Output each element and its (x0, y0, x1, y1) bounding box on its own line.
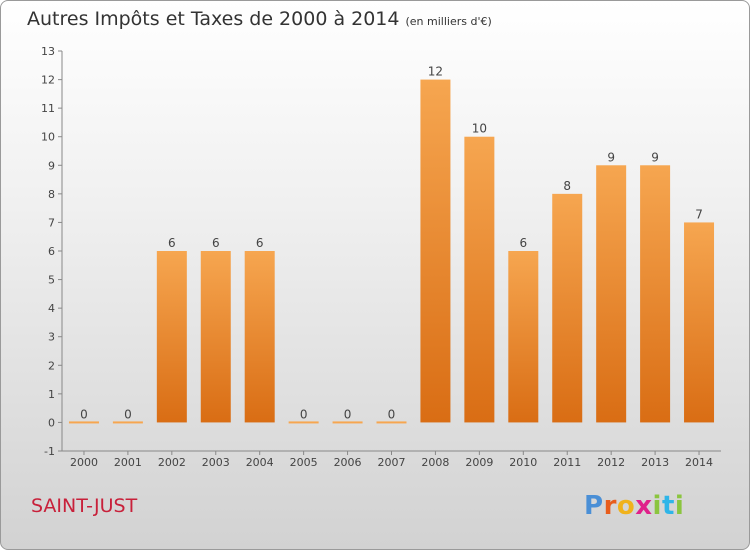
x-tick-label: 2001 (114, 456, 142, 469)
y-tick-label: 11 (41, 102, 55, 115)
bar-value-label: 7 (695, 207, 703, 221)
y-tick-label: 1 (48, 388, 55, 401)
bar (200, 251, 231, 423)
y-tick-label: 13 (41, 45, 55, 58)
x-tick-label: 2008 (421, 456, 449, 469)
bar (684, 222, 715, 423)
bar (332, 421, 363, 424)
bar (288, 421, 319, 424)
bar-value-label: 0 (300, 407, 308, 421)
bar (156, 251, 187, 423)
logo-letter: i (674, 491, 685, 521)
bar-value-label: 0 (80, 407, 88, 421)
x-tick-label: 2014 (685, 456, 713, 469)
y-tick-label: 12 (41, 74, 55, 87)
y-tick-label: -1 (44, 445, 55, 458)
bar (112, 421, 143, 424)
x-tick-label: 2009 (465, 456, 493, 469)
bar (596, 165, 627, 423)
x-tick-label: 2006 (334, 456, 362, 469)
bar (552, 193, 583, 423)
x-tick-label: 2003 (202, 456, 230, 469)
bar (68, 421, 99, 424)
y-tick-label: 3 (48, 331, 55, 344)
y-tick-label: 6 (48, 245, 55, 258)
x-tick-label: 2007 (378, 456, 406, 469)
x-tick-label: 2005 (290, 456, 318, 469)
bar (376, 421, 407, 424)
bar-value-label: 0 (388, 407, 396, 421)
bar-value-label: 6 (519, 236, 527, 250)
x-tick-label: 2004 (246, 456, 274, 469)
bar (640, 165, 671, 423)
x-tick-label: 2012 (597, 456, 625, 469)
y-tick-label: 0 (48, 416, 55, 429)
logo-letter: i (652, 491, 662, 521)
bar-value-label: 12 (428, 65, 443, 79)
y-tick-label: 10 (41, 131, 55, 144)
y-tick-label: 2 (48, 359, 55, 372)
chart-unit: (en milliers d'€) (405, 15, 492, 28)
bar (420, 79, 451, 423)
bar-value-label: 9 (651, 150, 659, 164)
x-tick-label: 2013 (641, 456, 669, 469)
proxiti-logo[interactable]: Proxiti (584, 491, 684, 521)
logo-letter: t (661, 491, 675, 521)
y-tick-label: 7 (48, 216, 55, 229)
bar (464, 136, 495, 423)
chart-title: Autres Impôts et Taxes de 2000 à 2014 (27, 8, 400, 30)
logo-letter: x (635, 491, 653, 521)
bar-value-label: 6 (256, 236, 264, 250)
logo-letter: r (603, 491, 617, 521)
bar-value-label: 0 (344, 407, 352, 421)
bar-value-label: 0 (124, 407, 132, 421)
y-tick-label: 8 (48, 188, 55, 201)
commune-name: SAINT-JUST (31, 495, 138, 517)
x-tick-label: 2010 (509, 456, 537, 469)
x-tick-label: 2002 (158, 456, 186, 469)
bar-value-label: 6 (168, 236, 176, 250)
bar-value-label: 6 (212, 236, 220, 250)
bar (244, 251, 275, 423)
chart-title-block: Autres Impôts et Taxes de 2000 à 2014 (en… (27, 8, 492, 30)
x-tick-label: 2011 (553, 456, 581, 469)
bar (508, 251, 539, 423)
y-tick-label: 5 (48, 274, 55, 287)
bar-value-label: 9 (607, 150, 615, 164)
logo-letter: P (584, 491, 604, 521)
logo-letter: o (616, 491, 636, 521)
x-tick-label: 2000 (70, 456, 98, 469)
bar-value-label: 10 (472, 122, 487, 136)
y-tick-label: 9 (48, 159, 55, 172)
y-tick-label: 4 (48, 302, 55, 315)
bar-value-label: 8 (563, 179, 571, 193)
